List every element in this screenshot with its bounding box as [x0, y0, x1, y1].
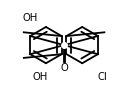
- Text: O: O: [60, 63, 68, 73]
- Text: Cl: Cl: [97, 72, 107, 82]
- Text: OH: OH: [33, 72, 48, 82]
- Text: OH: OH: [22, 13, 37, 23]
